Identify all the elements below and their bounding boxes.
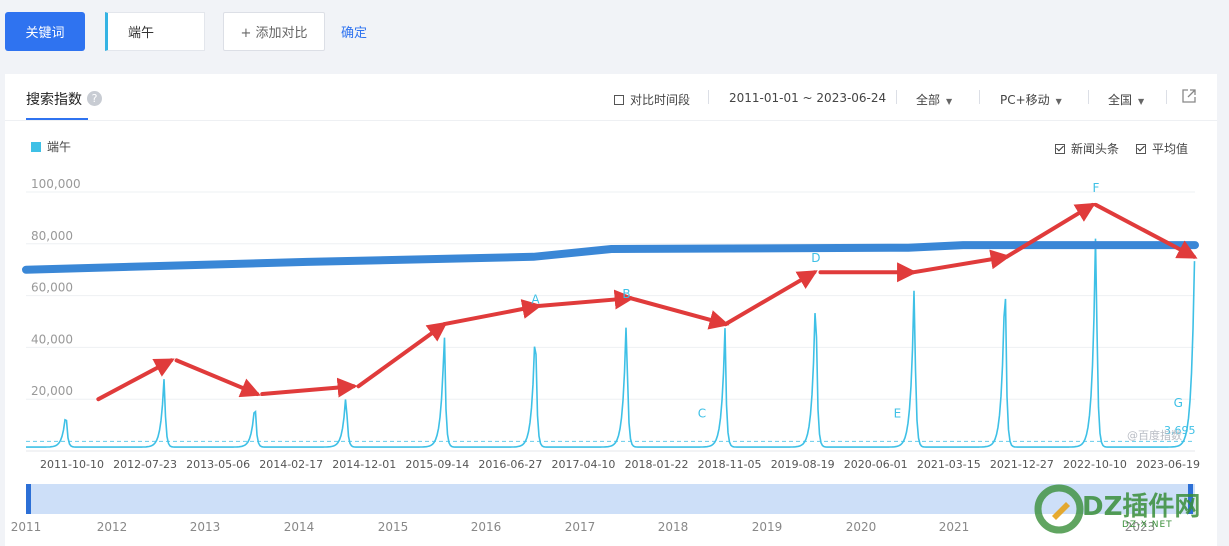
chart-legend[interactable]: 端午 (31, 138, 71, 155)
device-filter-select[interactable]: PC+移动 ▼ (1000, 91, 1062, 108)
source-filter-value: 全部 (916, 93, 941, 107)
keyword-tab-button[interactable]: 关键词 (5, 12, 85, 51)
question-circle-icon[interactable]: ? (87, 91, 102, 106)
news-headline-label: 新闻头条 (1071, 142, 1120, 156)
tab-active-underline (26, 118, 88, 120)
region-filter-value: 全国 (1108, 93, 1133, 107)
tab-search-index[interactable]: 搜索指数 (26, 92, 82, 108)
divider (1088, 90, 1089, 104)
caret-down-icon: ▼ (946, 97, 953, 106)
caret-down-icon: ▼ (1055, 97, 1062, 106)
watermark-subtitle: DZ-X.NET (1122, 520, 1173, 530)
device-filter-value: PC+移动 (1000, 93, 1050, 107)
compare-period-checkbox[interactable] (614, 95, 624, 105)
average-toggle[interactable]: 平均值 (1136, 140, 1188, 157)
divider (1166, 90, 1167, 104)
confirm-link[interactable]: 确定 (341, 26, 368, 41)
site-watermark: DZ插件网 DZ-X.NET (1032, 478, 1222, 540)
compare-period-label: 对比时间段 (630, 93, 691, 107)
add-compare-button[interactable]: + 添加对比 (223, 12, 325, 51)
caret-down-icon: ▼ (1138, 97, 1145, 106)
legend-swatch (31, 141, 41, 152)
average-label: 平均值 (1152, 142, 1189, 156)
region-filter-select[interactable]: 全国 ▼ (1108, 91, 1144, 108)
search-index-panel: 搜索指数 ? 对比时间段 2011-01-01 ~ 2023-06-24 全部 ▼… (5, 74, 1217, 546)
keyword-input[interactable]: 端午 (105, 12, 205, 51)
legend-label: 端午 (47, 140, 72, 154)
divider (979, 90, 980, 104)
external-link-icon[interactable] (1182, 89, 1196, 103)
news-headline-toggle[interactable]: 新闻头条 (1055, 140, 1119, 157)
top-toolbar: 关键词 端午 + 添加对比 确定 (0, 0, 1229, 68)
watermark-title: DZ插件网 (1082, 492, 1201, 522)
watermark-logo-icon (1034, 484, 1084, 534)
divider (708, 90, 709, 104)
date-range-picker[interactable]: 2011-01-01 ~ 2023-06-24 (729, 91, 887, 105)
panel-divider (5, 120, 1217, 121)
compare-period-toggle[interactable]: 对比时间段 (614, 91, 690, 108)
news-headline-checkbox[interactable] (1055, 144, 1065, 154)
average-checkbox[interactable] (1136, 144, 1146, 154)
divider (896, 90, 897, 104)
source-filter-select[interactable]: 全部 ▼ (916, 91, 952, 108)
